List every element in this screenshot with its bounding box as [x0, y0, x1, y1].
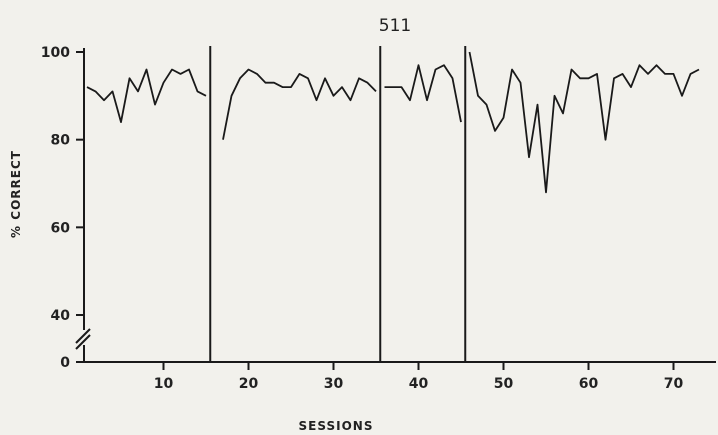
- y-tick-label: 60: [51, 220, 71, 236]
- series-line-segment: [468, 51, 700, 194]
- axis-break-mark: [75, 334, 91, 350]
- y-axis-title: % CORRECT: [9, 150, 23, 238]
- x-tick-label: 40: [409, 376, 429, 392]
- x-ticks: 10 20 30 40 50 60 70: [154, 362, 684, 392]
- x-tick-label: 60: [579, 376, 599, 392]
- y-tick-label: 0: [60, 355, 70, 371]
- y-tick-label: 100: [41, 45, 70, 61]
- x-axis-title: SESSIONS: [299, 419, 374, 433]
- phase-lines: [209, 46, 467, 362]
- axes: [75, 48, 716, 363]
- y-tick-label: 40: [51, 308, 71, 324]
- series-line-segment: [86, 68, 207, 123]
- x-tick-label: 30: [324, 376, 344, 392]
- axis-break-mark: [75, 328, 91, 344]
- x-tick-label: 20: [239, 376, 259, 392]
- y-tick-label: 80: [51, 133, 71, 149]
- chart-title: 511: [379, 16, 411, 36]
- y-ticks: 0 40 60 80 100: [41, 45, 84, 371]
- x-tick-label: 10: [154, 376, 174, 392]
- series-line-segment: [222, 68, 377, 140]
- data-lines: [86, 51, 700, 194]
- series-line-segment: [384, 64, 462, 123]
- x-tick-label: 50: [494, 376, 514, 392]
- x-tick-label: 70: [664, 376, 684, 392]
